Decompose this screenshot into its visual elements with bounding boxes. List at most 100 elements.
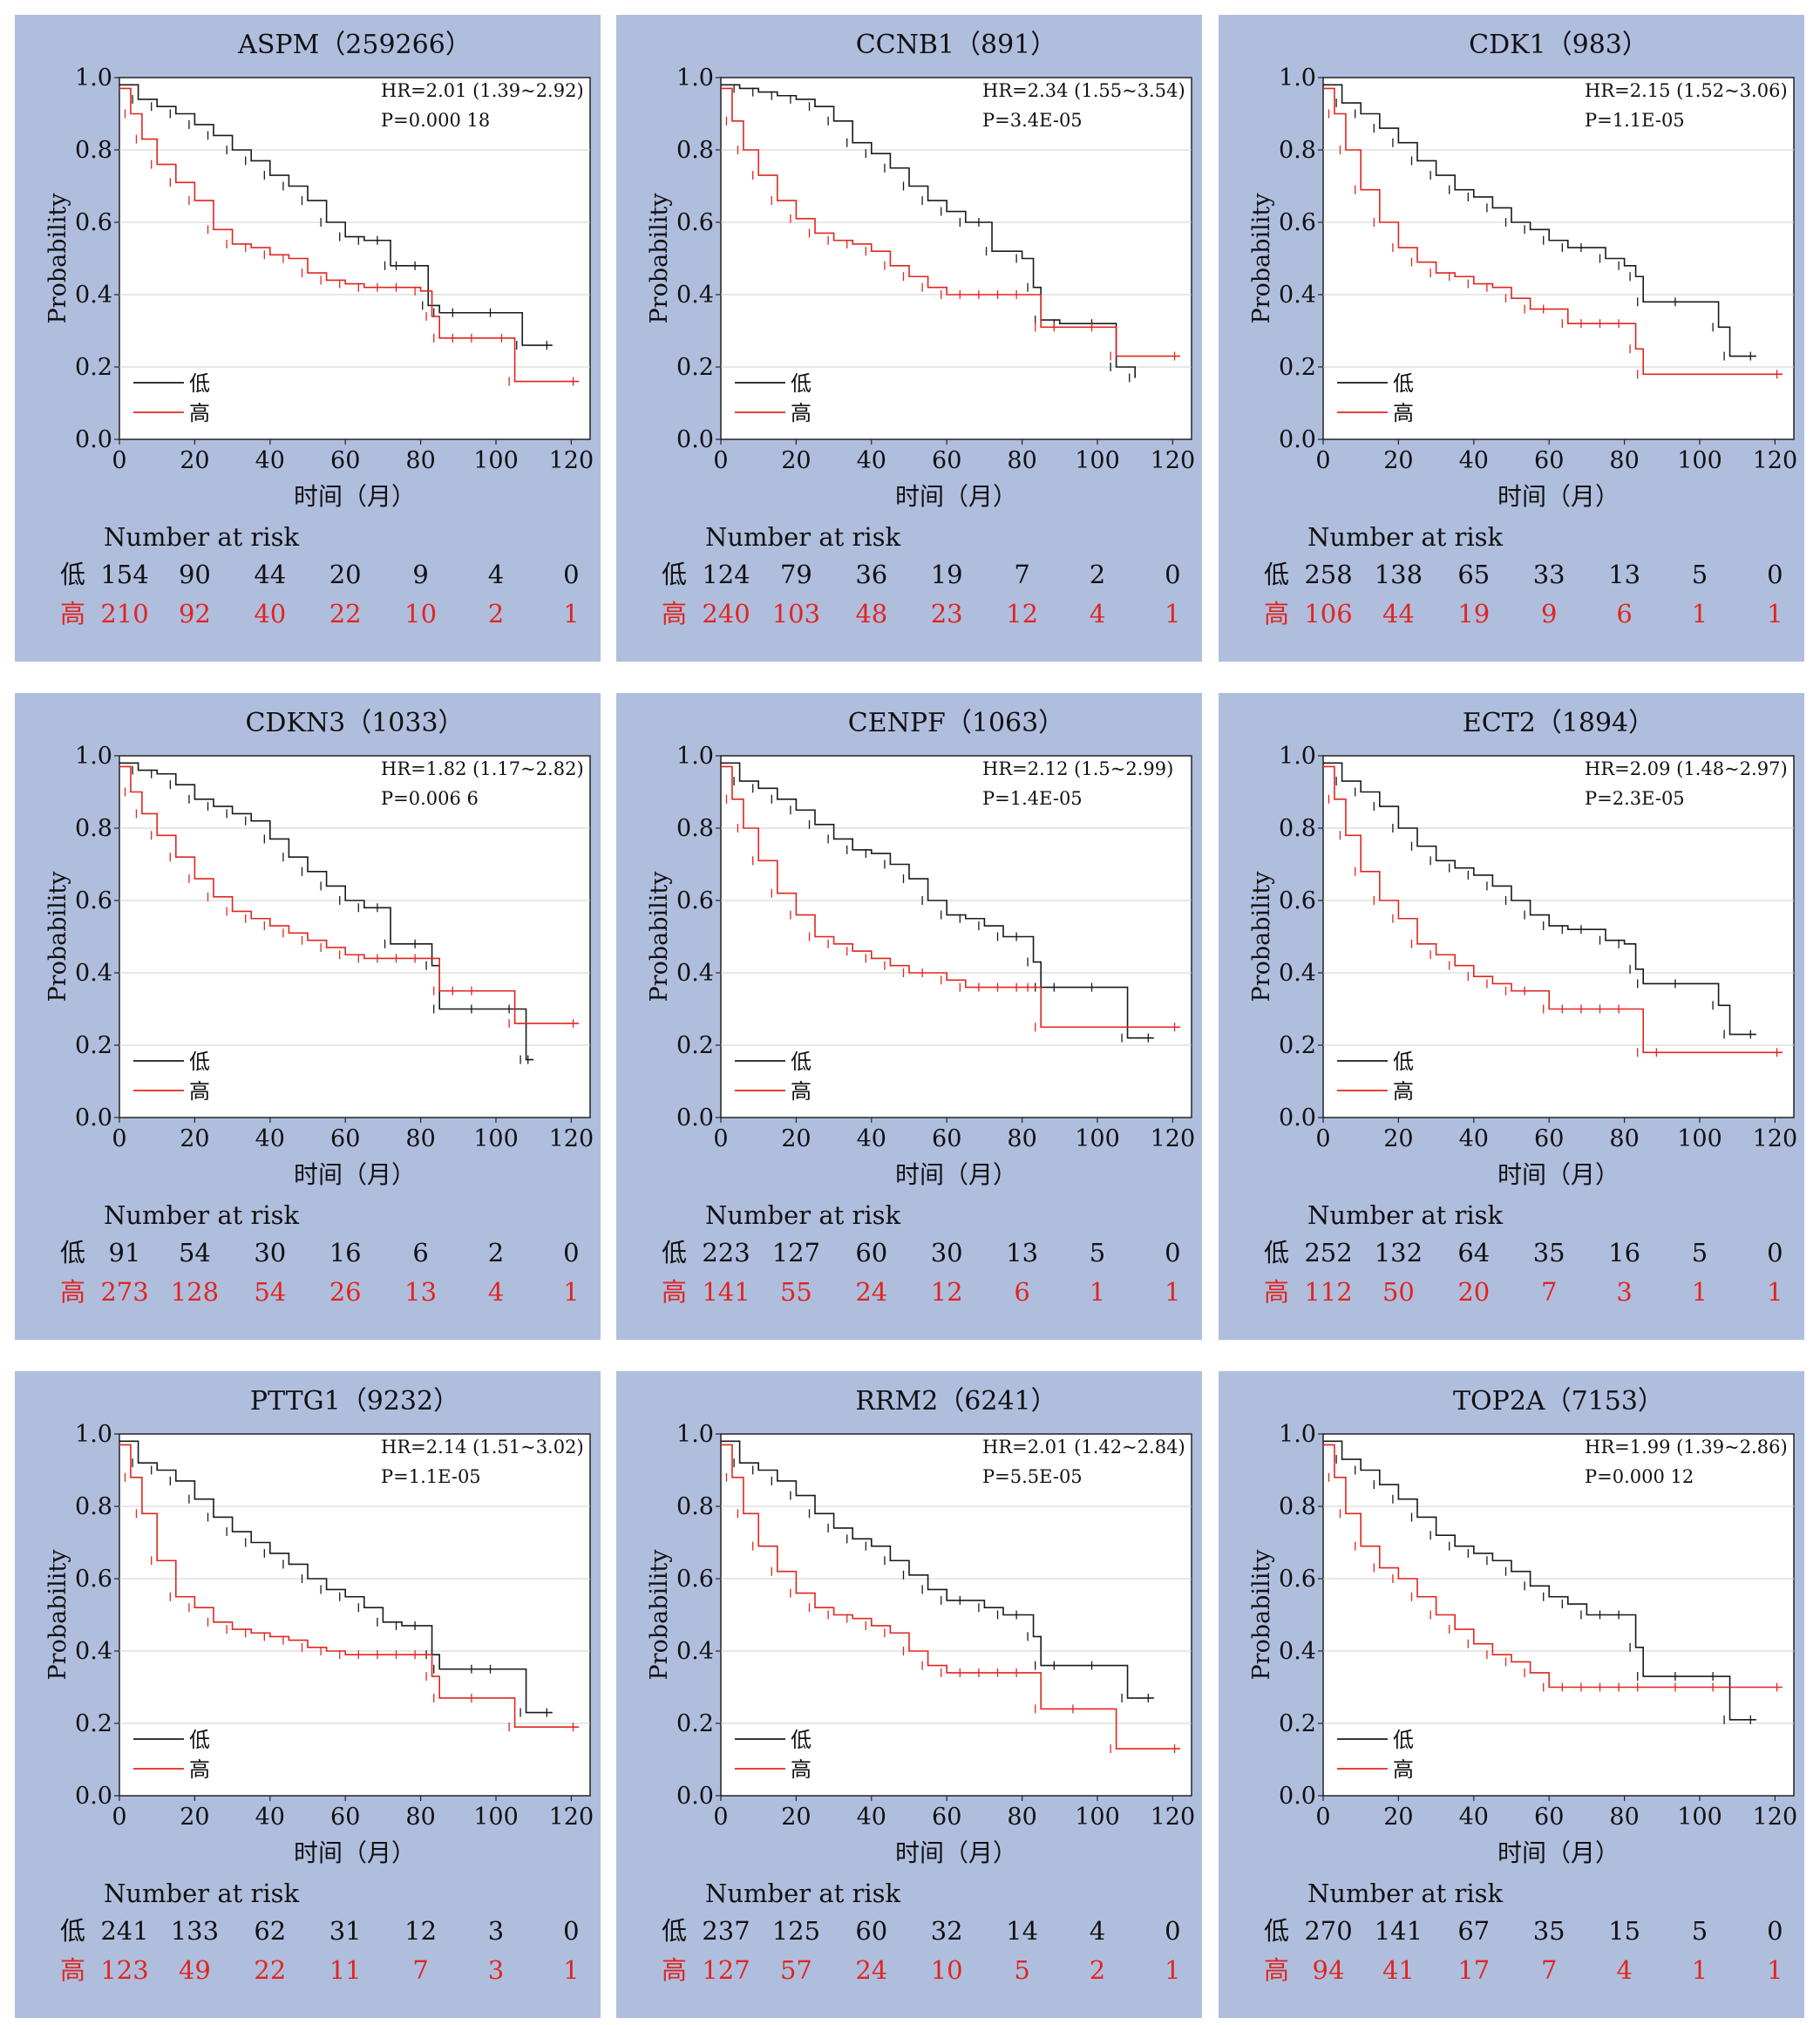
high-expression-curve — [1323, 1444, 1783, 1689]
y-tick-label: 0.8 — [676, 137, 714, 164]
risk-count-low: 16 — [329, 1238, 362, 1267]
risk-count-high: 24 — [855, 1277, 887, 1307]
risk-count-high: 112 — [1304, 1277, 1352, 1307]
risk-count-high: 17 — [1457, 1955, 1490, 1985]
x-tick-label: 100 — [1677, 1125, 1722, 1152]
km-panel: ECT2（1894） 0.0 0.2 0.4 0.6 0.8 1.0 0 20 40 60 80 100… — [1219, 693, 1804, 1340]
risk-count-low: 30 — [931, 1238, 963, 1267]
high-expression-curve — [721, 1444, 1181, 1750]
risk-count-low: 31 — [329, 1916, 362, 1946]
risk-row-label-high: 高 — [1264, 1955, 1289, 1985]
x-tick-label: 40 — [1459, 1804, 1489, 1831]
risk-count-high: 3 — [1616, 1277, 1632, 1307]
risk-count-low: 258 — [1304, 560, 1352, 589]
risk-count-low: 67 — [1457, 1916, 1490, 1946]
x-tick-label: 40 — [255, 447, 285, 474]
chart-title: TOP2A（7153） — [1453, 1386, 1664, 1417]
risk-count-low: 138 — [1375, 560, 1423, 589]
risk-count-high: 2 — [488, 599, 504, 629]
risk-count-low: 15 — [1608, 1916, 1640, 1946]
x-tick-label: 120 — [1151, 1125, 1196, 1152]
legend-label-low: 低 — [1393, 1050, 1414, 1074]
risk-count-high: 41 — [1382, 1955, 1415, 1985]
risk-count-high: 3 — [488, 1955, 504, 1985]
y-tick-label: 0.8 — [676, 1493, 714, 1520]
p-value-label: P=0.000 12 — [1585, 1466, 1694, 1487]
x-tick-label: 20 — [781, 1125, 811, 1152]
y-tick-label: 0.4 — [75, 282, 112, 309]
risk-row-label-high: 高 — [1264, 599, 1289, 629]
risk-count-low: 30 — [254, 1238, 286, 1267]
risk-count-high: 103 — [772, 599, 820, 629]
p-value-label: P=2.3E-05 — [1585, 788, 1685, 809]
x-tick-label: 0 — [112, 1804, 126, 1831]
hazard-ratio-label: HR=2.12 (1.5~2.99) — [982, 758, 1173, 779]
p-value-label: P=1.1E-05 — [381, 1466, 481, 1487]
legend-label-high: 高 — [1393, 1757, 1414, 1782]
km-chart-svg: CENPF（1063）0.00.20.40.60.81.00 20 40 60 80 10… — [646, 708, 1196, 1307]
x-axis-label: 时间（月） — [1497, 1838, 1620, 1867]
risk-count-high: 49 — [179, 1955, 211, 1985]
y-axis-label: Probability — [646, 871, 673, 1002]
x-tick-label: 80 — [405, 447, 435, 474]
risk-count-high: 48 — [855, 599, 887, 629]
x-tick-label: 60 — [330, 447, 360, 474]
risk-count-high: 1 — [563, 1955, 579, 1985]
risk-count-low: 33 — [1533, 560, 1565, 589]
y-tick-label: 0.6 — [75, 1566, 112, 1593]
high-expression-curve — [1323, 765, 1783, 1054]
risk-count-high: 24 — [855, 1955, 887, 1985]
risk-count-low: 241 — [100, 1916, 148, 1946]
y-tick-label: 1.0 — [1279, 743, 1316, 770]
risk-count-high: 4 — [488, 1277, 504, 1307]
risk-count-low: 124 — [702, 560, 750, 589]
x-tick-label: 20 — [1383, 447, 1413, 474]
x-tick-label: 80 — [1007, 1125, 1036, 1152]
y-axis-label: Probability — [44, 193, 71, 324]
x-tick-label: 0 — [112, 447, 126, 474]
x-axis-label: 时间（月） — [1497, 1160, 1620, 1189]
y-tick-label: 0.6 — [1279, 209, 1316, 236]
hazard-ratio-label: HR=2.14 (1.51~3.02) — [381, 1437, 584, 1458]
risk-count-low: 91 — [109, 1238, 141, 1267]
risk-table-title: Number at risk — [705, 1879, 901, 1908]
p-value-label: P=1.4E-05 — [982, 788, 1083, 809]
y-tick-label: 0.2 — [75, 354, 112, 381]
y-tick-label: 0.6 — [75, 887, 112, 914]
risk-count-low: 9 — [412, 560, 428, 589]
x-tick-label: 100 — [473, 1804, 519, 1831]
risk-count-high: 106 — [1304, 599, 1352, 629]
risk-count-high: 2 — [1090, 1955, 1105, 1985]
x-tick-label: 20 — [180, 1125, 209, 1152]
risk-count-low: 35 — [1533, 1238, 1565, 1267]
km-panel: PTTG1（9232） 0.0 0.2 0.4 0.6 0.8 1.0 0 20 40 60 80 10… — [15, 1371, 601, 2018]
low-expression-curve — [721, 1440, 1154, 1699]
risk-count-low: 0 — [563, 560, 579, 589]
x-tick-label: 120 — [1151, 447, 1196, 474]
risk-count-low: 132 — [1375, 1238, 1423, 1267]
risk-count-low: 237 — [702, 1916, 750, 1946]
risk-table-title: Number at risk — [705, 522, 901, 552]
risk-count-low: 16 — [1608, 1238, 1640, 1267]
y-tick-label: 0.4 — [1279, 282, 1316, 309]
x-tick-label: 0 — [1315, 1804, 1330, 1831]
x-tick-label: 40 — [1459, 1125, 1489, 1152]
y-tick-label: 0.2 — [676, 354, 714, 381]
risk-count-low: 54 — [179, 1238, 211, 1267]
km-chart-svg: CDKN3（1033）0.00.20.40.60.81.00 20 40 60 80 10… — [44, 708, 594, 1307]
risk-count-high: 10 — [931, 1955, 963, 1985]
risk-count-low: 3 — [488, 1916, 504, 1946]
legend-label-high: 高 — [1393, 401, 1414, 425]
x-tick-label: 20 — [1383, 1125, 1413, 1152]
risk-count-low: 4 — [1090, 1916, 1105, 1946]
risk-count-high: 1 — [1165, 1277, 1180, 1307]
risk-row-label-high: 高 — [662, 599, 687, 629]
x-axis-label: 时间（月） — [895, 1838, 1017, 1867]
low-expression-curve — [119, 762, 534, 1061]
y-tick-label: 0.6 — [676, 209, 714, 236]
x-tick-label: 80 — [405, 1125, 435, 1152]
risk-count-low: 5 — [1692, 560, 1708, 589]
hazard-ratio-label: HR=2.15 (1.52~3.06) — [1585, 80, 1788, 101]
x-tick-label: 120 — [549, 447, 594, 474]
risk-count-low: 6 — [412, 1238, 428, 1267]
